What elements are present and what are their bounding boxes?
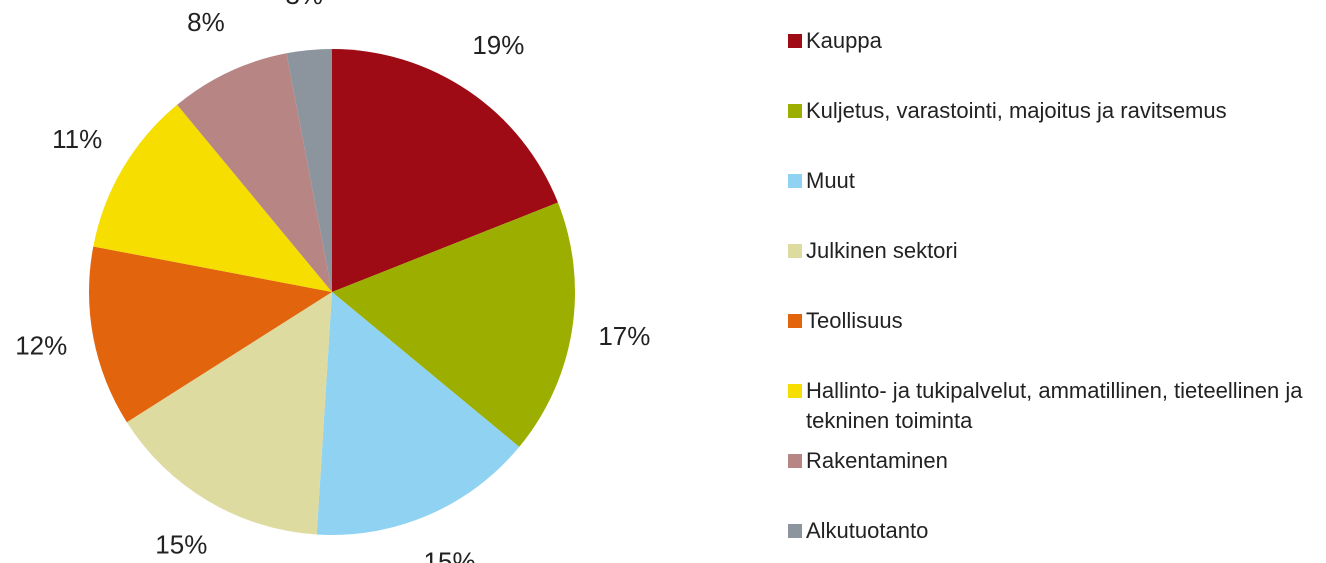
legend-label: Kauppa — [806, 28, 882, 53]
legend-entry: Hallinto- ja tukipalvelut, ammatillinen,… — [788, 376, 1318, 436]
data-label: 15% — [155, 530, 207, 560]
pie-slice — [93, 104, 332, 292]
data-label: 8% — [187, 7, 225, 37]
pie-slice — [332, 49, 558, 292]
legend-label: Alkutuotanto — [806, 518, 929, 543]
legend-swatch — [788, 454, 802, 468]
pie-slice — [126, 292, 333, 535]
legend-entry: Muut — [788, 166, 1318, 196]
data-label: 17% — [598, 321, 650, 351]
data-label: 19% — [472, 30, 524, 60]
legend-entry: Alkutuotanto — [788, 516, 1318, 546]
data-label: 3% — [285, 0, 323, 10]
pie-slice — [316, 292, 520, 535]
pie-slice — [88, 246, 332, 423]
legend-swatch — [788, 314, 802, 328]
legend-swatch — [788, 174, 802, 188]
legend-label: Kuljetus, varastointi, majoitus ja ravit… — [806, 98, 1227, 123]
legend-swatch — [788, 244, 802, 258]
data-label: 15% — [424, 547, 476, 563]
legend-entry: Julkinen sektori — [788, 236, 1318, 266]
legend-label: Muut — [806, 168, 855, 193]
legend-entry: Teollisuus — [788, 306, 1318, 336]
legend-label: Rakentaminen — [806, 448, 948, 473]
legend-entry: Rakentaminen — [788, 446, 1318, 476]
pie-slice — [286, 49, 332, 292]
pie-slice — [177, 53, 332, 292]
data-label: 12% — [15, 330, 67, 360]
legend-entry: Kuljetus, varastointi, majoitus ja ravit… — [788, 96, 1318, 126]
legend-swatch — [788, 524, 802, 538]
legend-label: Teollisuus — [806, 308, 903, 333]
legend-swatch — [788, 384, 802, 398]
legend-label: Hallinto- ja tukipalvelut, ammatillinen,… — [806, 378, 1303, 433]
legend-swatch — [788, 34, 802, 48]
legend-entry: Kauppa — [788, 26, 1318, 56]
pie-slice — [332, 202, 575, 447]
legend-label: Julkinen sektori — [806, 238, 958, 263]
legend-swatch — [788, 104, 802, 118]
data-label: 11% — [52, 124, 102, 154]
